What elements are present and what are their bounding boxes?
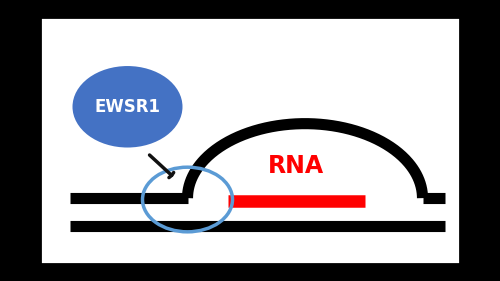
Text: RNA: RNA [268, 155, 324, 178]
Bar [40, 17, 460, 264]
Ellipse shape [72, 66, 182, 148]
Text: EWSR1: EWSR1 [94, 98, 160, 116]
